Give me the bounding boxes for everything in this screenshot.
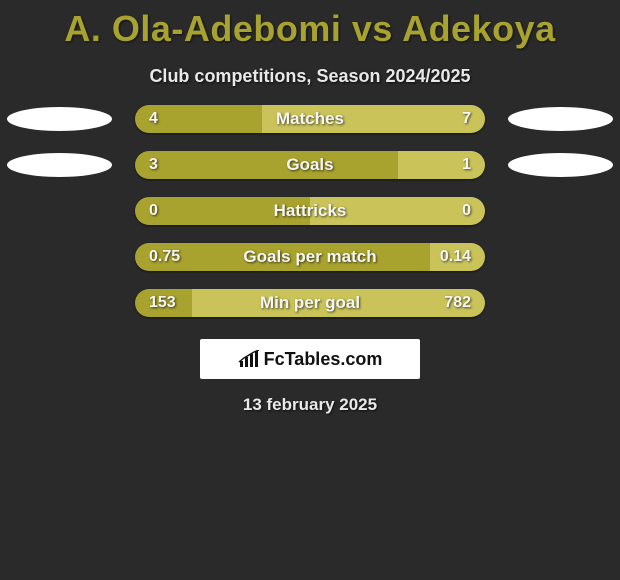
stat-value-left: 153	[149, 294, 176, 312]
stat-bar: 0.75 0.14 Goals per match	[135, 243, 485, 271]
stat-bar: 3 1 Goals	[135, 151, 485, 179]
stat-value-left: 3	[149, 156, 158, 174]
stat-value-right: 0	[462, 202, 471, 220]
stat-label: Goals	[286, 155, 333, 175]
stat-row: 3 1 Goals	[0, 151, 620, 179]
stat-value-left: 0	[149, 202, 158, 220]
stat-bar-right-segment	[398, 151, 486, 179]
stat-label: Min per goal	[260, 293, 360, 313]
player-avatar-right	[508, 107, 613, 131]
stat-row: 4 7 Matches	[0, 105, 620, 133]
stat-row: 0 0 Hattricks	[0, 197, 620, 225]
stat-row: 0.75 0.14 Goals per match	[0, 243, 620, 271]
player-avatar-left	[7, 107, 112, 131]
stat-value-left: 4	[149, 110, 158, 128]
player-avatar-right	[508, 153, 613, 177]
page-title: A. Ola-Adebomi vs Adekoya	[0, 8, 620, 50]
bar-chart-icon	[238, 350, 260, 368]
stat-bar: 0 0 Hattricks	[135, 197, 485, 225]
brand-logo-text: FcTables.com	[264, 349, 383, 370]
stat-value-left: 0.75	[149, 248, 180, 266]
stat-bar-left-segment	[135, 151, 398, 179]
stat-value-right: 0.14	[440, 248, 471, 266]
stat-value-right: 7	[462, 110, 471, 128]
stat-bar: 153 782 Min per goal	[135, 289, 485, 317]
stat-label: Matches	[276, 109, 344, 129]
stat-bar: 4 7 Matches	[135, 105, 485, 133]
brand-logo[interactable]: FcTables.com	[200, 339, 420, 379]
footer-date: 13 february 2025	[0, 395, 620, 415]
subtitle: Club competitions, Season 2024/2025	[0, 66, 620, 87]
stat-rows: 4 7 Matches 3 1 Goals 0 0 Hattricks 0.75 0.14 Goals…	[0, 105, 620, 317]
player-avatar-left	[7, 153, 112, 177]
stat-value-right: 1	[462, 156, 471, 174]
stat-label: Goals per match	[243, 247, 376, 267]
comparison-container: A. Ola-Adebomi vs Adekoya Club competiti…	[0, 0, 620, 415]
stat-row: 153 782 Min per goal	[0, 289, 620, 317]
stat-value-right: 782	[444, 294, 471, 312]
stat-label: Hattricks	[274, 201, 347, 221]
